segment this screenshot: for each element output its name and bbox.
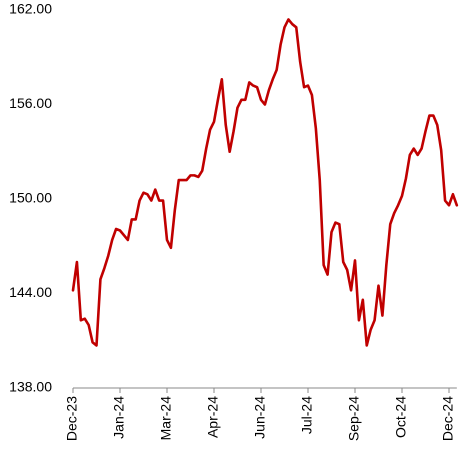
price-line: [71, 18, 459, 347]
y-tick-label: 138.00: [9, 379, 52, 395]
x-tick-label: Jun-24: [252, 396, 268, 439]
x-tick-label: Apr-24: [205, 396, 221, 438]
y-tick-label: 150.00: [9, 190, 52, 206]
y-tick-label: 162.00: [9, 1, 52, 17]
x-tick-label: Dec-23: [64, 396, 80, 441]
y-tick-label: 144.00: [9, 284, 52, 300]
x-tick-label: Oct-24: [393, 396, 409, 438]
x-tick-label: Dec-24: [440, 396, 456, 441]
x-tick-label: Sep-24: [346, 396, 362, 441]
x-tick-label: Jul-24: [299, 396, 315, 434]
x-tick-label: Jan-24: [111, 396, 127, 439]
x-tick-label: Mar-24: [158, 396, 174, 441]
y-tick-label: 156.00: [9, 95, 52, 111]
